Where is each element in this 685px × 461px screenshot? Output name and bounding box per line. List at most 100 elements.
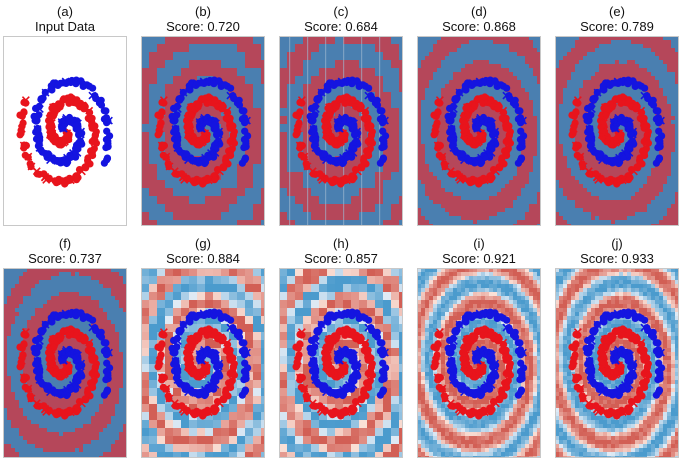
surface-cell <box>671 92 676 97</box>
surface-cell <box>521 68 526 73</box>
point-blue <box>240 144 248 152</box>
surface-cell <box>667 100 672 105</box>
surface-cell <box>533 212 538 217</box>
surface-cell <box>563 176 568 181</box>
surface-cell <box>221 204 230 213</box>
surface-cell <box>563 56 568 61</box>
surface-cell <box>591 164 596 169</box>
surface-cell <box>261 100 265 109</box>
surface-cell <box>367 164 376 173</box>
surface-cell <box>571 96 576 101</box>
surface-cell <box>583 56 588 61</box>
surface-cell <box>399 92 403 101</box>
surface-cell <box>449 184 454 189</box>
surface-cell <box>417 44 422 49</box>
surface-cell <box>599 148 604 153</box>
surface-cell <box>449 160 454 165</box>
surface-cell <box>559 168 564 173</box>
surface-cell <box>571 196 576 201</box>
surface-cell <box>189 36 198 45</box>
surface-cell <box>529 180 534 185</box>
surface-cell <box>643 204 648 209</box>
surface-cell <box>537 168 541 173</box>
surface-cell <box>465 144 470 149</box>
surface-cell <box>619 72 624 77</box>
surface-cell <box>319 44 328 53</box>
surface-cell <box>429 172 434 177</box>
surface-cell <box>671 184 676 189</box>
surface-cell <box>517 208 522 213</box>
surface-cell <box>591 92 596 97</box>
surface-cell <box>197 212 206 221</box>
surface-cell <box>639 76 644 81</box>
surface-cell <box>429 160 434 165</box>
surface-cell <box>667 152 672 157</box>
surface-cell <box>517 104 522 109</box>
surface-cell <box>595 44 600 49</box>
surface-cell <box>571 160 576 165</box>
surface-cell <box>429 64 434 69</box>
surface-cell <box>429 144 434 149</box>
surface-cell <box>421 212 426 217</box>
surface-cell <box>525 220 530 225</box>
surface-cell <box>457 160 462 165</box>
surface-cell <box>457 220 462 225</box>
surface-cell <box>473 56 478 61</box>
surface-cell <box>579 44 584 49</box>
surface-cell <box>335 60 344 69</box>
surface-cell <box>141 44 150 53</box>
surface-cell <box>563 100 568 105</box>
panel-caption: Score: 0.684 <box>304 19 378 34</box>
surface-cell <box>421 48 426 53</box>
point-red <box>486 176 495 184</box>
surface-cell <box>481 164 486 169</box>
surface-cell <box>529 140 534 145</box>
surface-cell <box>659 200 664 205</box>
surface-cell <box>437 164 442 169</box>
surface-cell <box>493 116 498 121</box>
surface-cell <box>583 60 588 65</box>
surface-cell <box>311 44 320 53</box>
surface-cell <box>425 88 430 93</box>
surface-cell <box>441 196 446 201</box>
surface-cell <box>659 180 664 185</box>
surface-cell <box>501 216 506 221</box>
surface-cell <box>343 124 352 133</box>
surface-cell <box>477 212 482 217</box>
surface-cell <box>181 60 190 69</box>
surface-cell <box>319 212 328 221</box>
surface-cell <box>493 64 498 69</box>
surface-cell <box>501 180 506 185</box>
surface-cell <box>663 204 668 209</box>
surface-cell <box>525 100 530 105</box>
surface-cell <box>319 188 328 197</box>
surface-cell <box>599 204 604 209</box>
surface-cell <box>383 92 392 101</box>
surface-cell <box>497 152 502 157</box>
surface-cell <box>351 84 360 93</box>
surface-cell <box>453 44 458 49</box>
surface-cell <box>659 48 664 53</box>
surface-cell <box>421 124 426 129</box>
surface-cell <box>647 196 652 201</box>
surface-cell <box>457 116 462 121</box>
surface-cell <box>599 48 604 53</box>
surface-cell <box>461 76 466 81</box>
surface-cell <box>611 148 616 153</box>
surface-cell <box>327 68 336 77</box>
surface-cell <box>295 212 304 221</box>
surface-cell <box>595 132 600 137</box>
surface-cell <box>343 204 352 213</box>
surface-cell <box>583 180 588 185</box>
surface-cell <box>525 124 530 129</box>
surface-cell <box>663 152 668 157</box>
surface-cell <box>647 152 652 157</box>
surface-cell <box>287 116 296 125</box>
surface-cell <box>425 76 430 81</box>
surface-cell <box>141 156 150 165</box>
surface-cell <box>493 208 498 213</box>
surface-cell <box>615 196 620 201</box>
surface-cell <box>327 204 336 213</box>
surface-cell <box>529 192 534 197</box>
surface-cell <box>595 112 600 117</box>
